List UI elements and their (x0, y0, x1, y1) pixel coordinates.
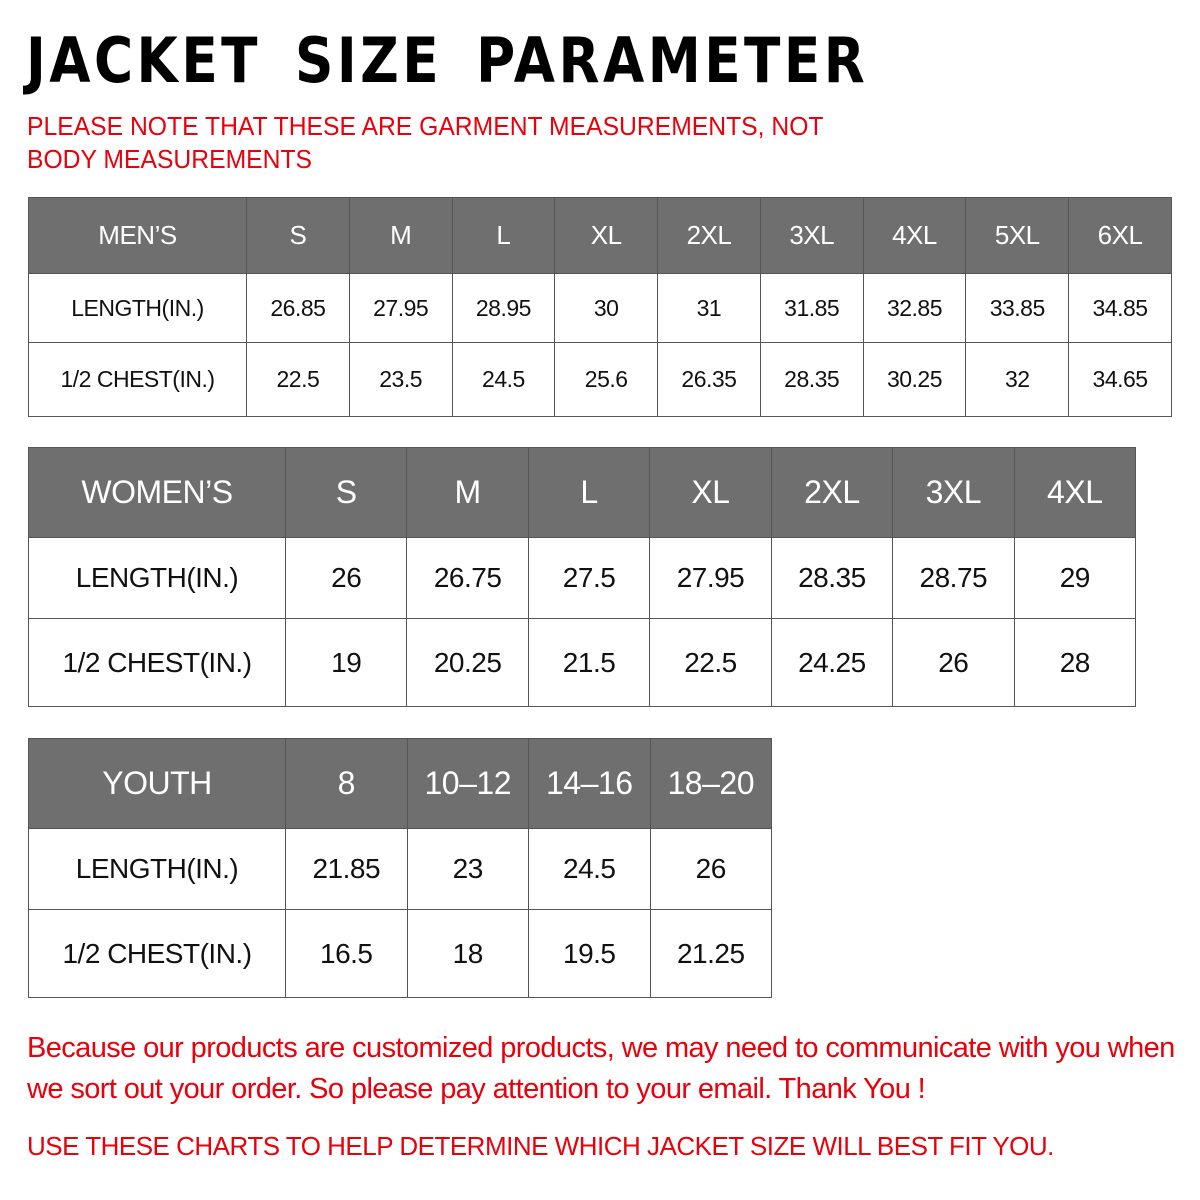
header-row: MEN’S S M L XL 2XL 3XL 4XL 5XL 6XL (28, 197, 1172, 274)
size-header: 4XL (1013, 447, 1137, 538)
measurement-value: 33.85 (965, 273, 1070, 343)
measurement-value: 34.65 (1068, 342, 1172, 417)
measurement-value: 26 (892, 618, 1015, 707)
table-row: LENGTH(IN.) 26.85 27.95 28.95 30 31 31.85 32.85… (28, 273, 1172, 343)
size-header: S (246, 197, 350, 274)
measurement-value: 21.25 (649, 909, 772, 998)
measurement-value: 29 (1013, 537, 1137, 619)
measurement-value: 26.35 (657, 342, 761, 417)
size-header: 4XL (862, 197, 967, 274)
measurement-value: 25.6 (554, 342, 659, 417)
measurement-value: 26.85 (246, 273, 350, 343)
table-row: LENGTH(IN.) 21.85 23 24.5 26 (28, 828, 772, 910)
table-row: 1/2 CHEST(IN.) 19 20.25 21.5 22.5 24.25 26 28 (28, 618, 1137, 707)
size-header: 18–20 (649, 738, 772, 829)
measurement-value: 22.5 (246, 342, 350, 417)
measurement-value: 21.85 (285, 828, 408, 910)
measurement-label: 1/2 CHEST(IN.) (28, 342, 247, 417)
size-header: 3XL (892, 447, 1015, 538)
size-header: S (284, 447, 408, 538)
measurement-label: LENGTH(IN.) (28, 828, 286, 910)
measurement-value: 23 (406, 828, 529, 910)
table-label: MEN’S (28, 197, 247, 274)
measurement-label: 1/2 CHEST(IN.) (28, 618, 286, 707)
customization-message: Because our products are customized prod… (27, 1032, 1175, 1105)
measurement-value: 21.5 (527, 618, 651, 707)
size-header: XL (554, 197, 659, 274)
size-header: 6XL (1068, 197, 1172, 274)
measurement-value: 28 (1013, 618, 1137, 707)
page-title: JACKET SIZE PARAMETER (26, 24, 869, 97)
measurement-value: 27.95 (348, 273, 453, 343)
measurement-value: 30 (554, 273, 659, 343)
measurement-value: 16.5 (285, 909, 408, 998)
measurement-label: LENGTH(IN.) (28, 273, 247, 343)
size-header: 2XL (770, 447, 894, 538)
header-row: WOMEN’S S M L XL 2XL 3XL 4XL (28, 447, 1137, 538)
header-row: YOUTH 8 10–12 14–16 18–20 (28, 738, 772, 829)
measurement-value: 28.35 (759, 342, 864, 417)
measurement-value: 24.25 (770, 618, 894, 707)
measurement-value: 26 (284, 537, 408, 619)
measurement-value: 31 (657, 273, 761, 343)
measurement-note: PLEASE NOTE THAT THESE ARE GARMENT MEASU… (27, 111, 824, 174)
measurement-value: 34.85 (1068, 273, 1172, 343)
size-header: M (348, 197, 453, 274)
size-header: 3XL (759, 197, 864, 274)
size-header: 14–16 (528, 738, 651, 829)
measurement-value: 24.5 (451, 342, 556, 417)
table-label: YOUTH (28, 738, 286, 829)
measurement-value: 31.85 (759, 273, 864, 343)
size-header: XL (649, 447, 772, 538)
measurement-value: 24.5 (528, 828, 651, 910)
measurement-value: 26 (649, 828, 772, 910)
youth-size-table: YOUTH 8 10–12 14–16 18–20 LENGTH(IN.) 21.85 23 2… (28, 738, 772, 998)
size-header: 2XL (657, 197, 761, 274)
mens-size-table: MEN’S S M L XL 2XL 3XL 4XL 5XL 6XL LENGTH(IN.) 26.8… (28, 197, 1172, 417)
table-label: WOMEN’S (28, 447, 286, 538)
size-header: 10–12 (406, 738, 529, 829)
measurement-value: 27.5 (527, 537, 651, 619)
size-header: 5XL (965, 197, 1070, 274)
measurement-value: 23.5 (348, 342, 453, 417)
size-header: 8 (285, 738, 408, 829)
measurement-label: 1/2 CHEST(IN.) (28, 909, 286, 998)
size-advice: USE THESE CHARTS TO HELP DETERMINE WHICH… (27, 1131, 1054, 1161)
table-row: 1/2 CHEST(IN.) 22.5 23.5 24.5 25.6 26.35 28.35… (28, 342, 1172, 417)
measurement-value: 26.75 (406, 537, 529, 619)
measurement-value: 18 (406, 909, 529, 998)
measurement-value: 30.25 (862, 342, 967, 417)
measurement-value: 19.5 (528, 909, 651, 998)
measurement-value: 28.35 (770, 537, 894, 619)
measurement-value: 22.5 (649, 618, 772, 707)
measurement-value: 32.85 (862, 273, 967, 343)
size-header: M (406, 447, 529, 538)
table-row: 1/2 CHEST(IN.) 16.5 18 19.5 21.25 (28, 909, 772, 998)
measurement-label: LENGTH(IN.) (28, 537, 286, 619)
measurement-value: 32 (965, 342, 1070, 417)
size-header: L (527, 447, 651, 538)
table-row: LENGTH(IN.) 26 26.75 27.5 27.95 28.35 28.75 29 (28, 537, 1137, 619)
womens-size-table: WOMEN’S S M L XL 2XL 3XL 4XL LENGTH(IN.) 26 26.75 2… (28, 447, 1137, 707)
measurement-value: 28.95 (451, 273, 556, 343)
measurement-value: 28.75 (892, 537, 1015, 619)
measurement-value: 19 (284, 618, 408, 707)
size-header: L (451, 197, 556, 274)
measurement-value: 20.25 (406, 618, 529, 707)
measurement-value: 27.95 (649, 537, 772, 619)
